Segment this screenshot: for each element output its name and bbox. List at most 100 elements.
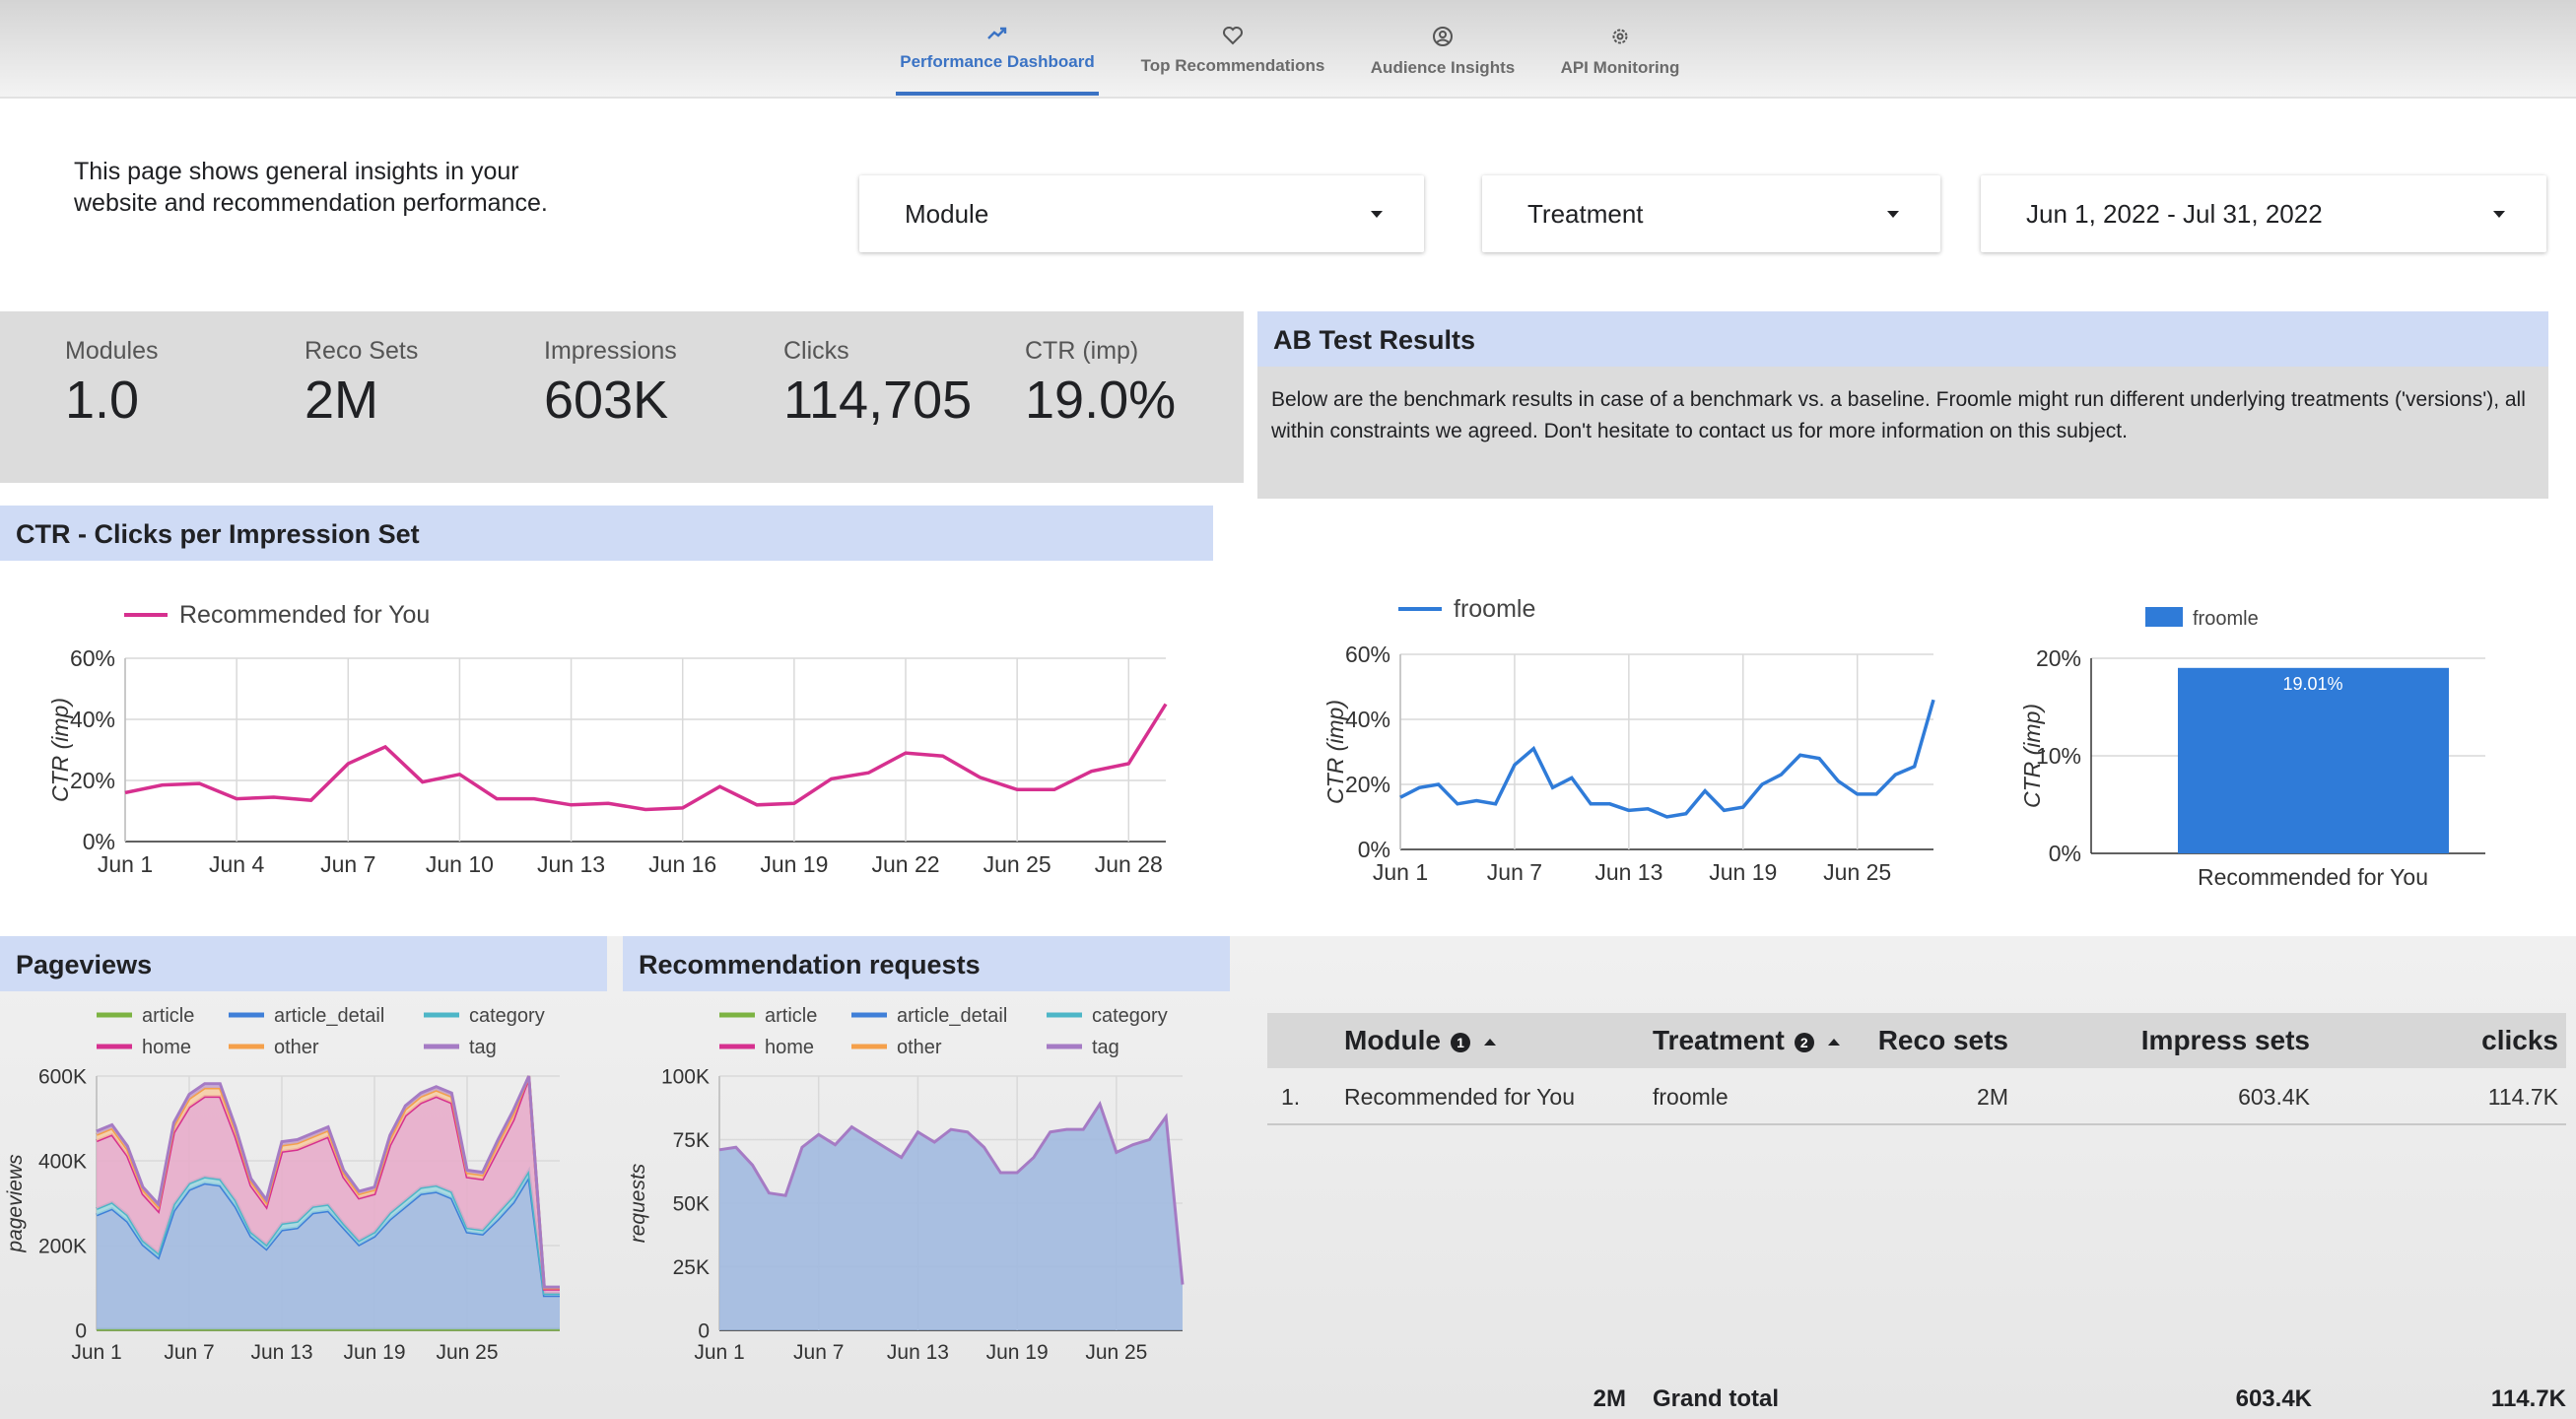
x-tick-label: Jun 7 (320, 851, 375, 877)
sort-arrow-icon[interactable] (1827, 1039, 1840, 1047)
kpi-value: 1.0 (65, 371, 140, 430)
y-tick-label: 0% (83, 829, 115, 854)
legend-label: froomle (1454, 595, 1535, 623)
y-axis-title: requests (627, 1163, 649, 1243)
treatment-filter-value: Treatment (1527, 199, 1644, 229)
x-tick-label: Jun 10 (426, 851, 494, 877)
x-tick-label: Jun 1 (1373, 859, 1428, 885)
x-tick-label: Recommended for You (2198, 864, 2428, 890)
y-tick-label: 400K (38, 1150, 87, 1173)
column-header-treatment[interactable]: Treatment 2 (1653, 1025, 1840, 1056)
x-tick-label: Jun 22 (871, 851, 939, 877)
tab-audience-insights[interactable]: Audience Insights (1368, 26, 1518, 78)
pageviews-section-header: Pageviews (0, 936, 607, 991)
x-tick-label: Jun 1 (694, 1341, 744, 1364)
legend-label: Recommended for You (179, 601, 430, 629)
grand-total-clicks: 114.7K (2490, 1385, 2566, 1412)
x-tick-label: Jun 19 (1709, 859, 1777, 885)
heart-icon (1138, 26, 1327, 50)
section-title: CTR - Clicks per Impression Set (16, 519, 420, 549)
x-tick-label: Jun 1 (98, 851, 153, 877)
y-tick-label: 0 (75, 1319, 87, 1342)
info-badge: 1 (1451, 1032, 1470, 1052)
y-tick-label: 25K (673, 1256, 710, 1279)
module-filter-value: Module (905, 199, 989, 229)
kpi-modules: Modules 1.0 (65, 337, 159, 431)
y-tick-label: 40% (1345, 707, 1390, 732)
y-tick-label: 100K (661, 1065, 710, 1088)
row-index: 1. (1281, 1084, 1301, 1110)
legend-label: category (1092, 1005, 1168, 1027)
y-tick-label: 0% (1358, 837, 1390, 862)
y-tick-label: 10% (2036, 743, 2081, 769)
legend-label: home (142, 1037, 191, 1058)
y-axis-title: CTR (imp) (47, 698, 73, 802)
y-axis-title: pageviews (4, 1154, 27, 1253)
ab-test-description: Below are the benchmark results in case … (1257, 367, 2548, 499)
legend-label: article_detail (274, 1005, 384, 1027)
x-tick-label: Jun 19 (343, 1341, 405, 1364)
tab-performance-dashboard[interactable]: Performance Dashboard (896, 26, 1099, 96)
area-line-tag (96, 1075, 560, 1289)
kpi-label: Modules (65, 337, 159, 365)
grand-total-reco-sets: 2M (1593, 1385, 1626, 1412)
kpi-label: CTR (imp) (1025, 337, 1139, 365)
y-tick-label: 60% (1345, 642, 1390, 667)
y-tick-label: 600K (38, 1065, 87, 1088)
pageviews-area-chart: 0 200K 400K 600K pageviews Jun 1 Jun 7 Jun 13 Ju… (4, 1005, 560, 1364)
kpi-value: 19.0% (1025, 371, 1177, 430)
grand-total-label: Grand total (1653, 1385, 1780, 1412)
account-circle-icon (1368, 26, 1518, 52)
tab-top-recommendations[interactable]: Top Recommendations (1138, 26, 1327, 76)
legend-label: home (765, 1037, 814, 1058)
cell-reco-sets: 2M (1977, 1084, 2008, 1110)
ctr-section-header: CTR - Clicks per Impression Set (0, 506, 1213, 561)
legend-label: other (274, 1037, 319, 1058)
y-tick-label: 0% (2049, 841, 2081, 866)
section-title: Pageviews (16, 950, 153, 980)
y-tick-label: 75K (673, 1129, 710, 1152)
chevron-down-icon (1371, 211, 1383, 218)
y-tick-label: 60% (70, 645, 115, 671)
column-header-reco-sets[interactable]: Reco sets (1877, 1025, 2008, 1055)
requests-section-header: Recommendation requests (623, 936, 1230, 991)
x-tick-label: Jun 13 (887, 1341, 949, 1364)
gear-icon (1557, 26, 1683, 52)
sort-arrow-icon[interactable] (1484, 1039, 1496, 1047)
x-tick-label: Jun 7 (793, 1341, 844, 1364)
column-header-clicks[interactable]: clicks (2481, 1025, 2558, 1055)
area-line-total (718, 1100, 1185, 1285)
trending-up-icon (896, 26, 1099, 46)
kpi-value: 603K (544, 371, 669, 430)
ab-test-header: AB Test Results (1257, 311, 2548, 367)
x-tick-label: Jun 7 (164, 1341, 214, 1364)
y-tick-label: 0 (698, 1319, 710, 1342)
section-title: AB Test Results (1273, 325, 1476, 355)
cell-module: Recommended for You (1344, 1084, 1575, 1110)
y-tick-label: 40% (70, 707, 115, 732)
chevron-down-icon (1887, 211, 1899, 218)
legend-label: other (897, 1037, 942, 1058)
y-axis-title: CTR (imp) (2019, 704, 2045, 808)
x-tick-label: Jun 1 (71, 1341, 121, 1364)
column-header-module[interactable]: Module 1 (1344, 1025, 1496, 1056)
kpi-reco-sets: Reco Sets 2M (305, 337, 418, 431)
y-tick-label: 20% (1345, 772, 1390, 797)
y-tick-label: 200K (38, 1235, 87, 1257)
kpi-impressions: Impressions 603K (544, 337, 677, 431)
kpi-scorecards: Modules 1.0 Reco Sets 2M Impressions 603… (0, 311, 1244, 483)
kpi-value: 114,705 (783, 371, 973, 430)
date-range-picker[interactable]: Jun 1, 2022 - Jul 31, 2022 (1981, 175, 2546, 252)
table-row[interactable]: 1. Recommended for You froomle 2M 603.4K… (1267, 1068, 2566, 1125)
section-title: Recommendation requests (639, 950, 981, 980)
x-tick-label: Jun 13 (1594, 859, 1662, 885)
froomle-ctr-line-chart: 0% 20% 40% 60% CTR (imp) Jun 1 Jun 7 Jun 13 Jun … (1322, 595, 1935, 885)
module-filter-dropdown[interactable]: Module (859, 175, 1424, 252)
treatment-filter-dropdown[interactable]: Treatment (1482, 175, 1940, 252)
grand-total-impress-sets: 603.4K (2235, 1385, 2312, 1412)
x-tick-label: Jun 13 (537, 851, 605, 877)
column-header-impress-sets[interactable]: Impress sets (2140, 1025, 2310, 1055)
y-tick-label: 50K (673, 1192, 710, 1215)
cell-treatment: froomle (1653, 1084, 1729, 1110)
tab-api-monitoring[interactable]: API Monitoring (1557, 26, 1683, 78)
